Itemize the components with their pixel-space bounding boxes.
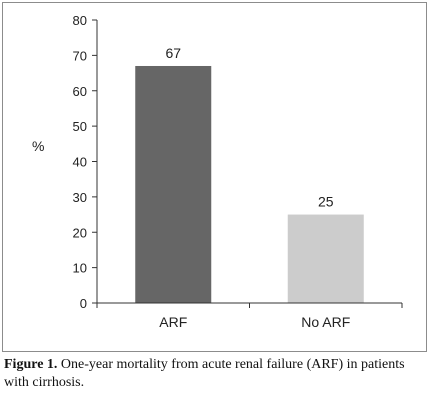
y-tick-label: 30 <box>73 190 87 205</box>
caption-text: One-year mortality from acute renal fail… <box>4 357 405 390</box>
y-tick-label: 0 <box>80 296 87 311</box>
y-tick-label: 40 <box>73 155 87 170</box>
x-axis: ARF No ARF <box>96 302 403 330</box>
y-tick-label: 80 <box>73 13 87 28</box>
y-tick-label: 20 <box>73 225 87 240</box>
y-tick-label: 50 <box>73 119 87 134</box>
bar-data-label: 25 <box>318 194 334 210</box>
bar-arf <box>135 65 212 303</box>
y-tick-label: 60 <box>73 84 87 99</box>
y-tick-label: 70 <box>73 48 87 63</box>
y-axis-label: % <box>32 138 45 154</box>
y-tick-label: 10 <box>73 261 87 276</box>
caption-label: Figure 1. <box>4 357 58 372</box>
bar-data-label: 67 <box>165 45 181 61</box>
x-tick-label: ARF <box>159 314 187 330</box>
figure-caption: Figure 1. One-year mortality from acute … <box>4 356 428 392</box>
bar-no-arf <box>287 214 364 303</box>
x-tick-label: No ARF <box>301 314 350 330</box>
y-axis: 0 10 20 30 40 50 60 70 80 <box>73 13 98 311</box>
bars: 67 25 <box>135 45 364 303</box>
